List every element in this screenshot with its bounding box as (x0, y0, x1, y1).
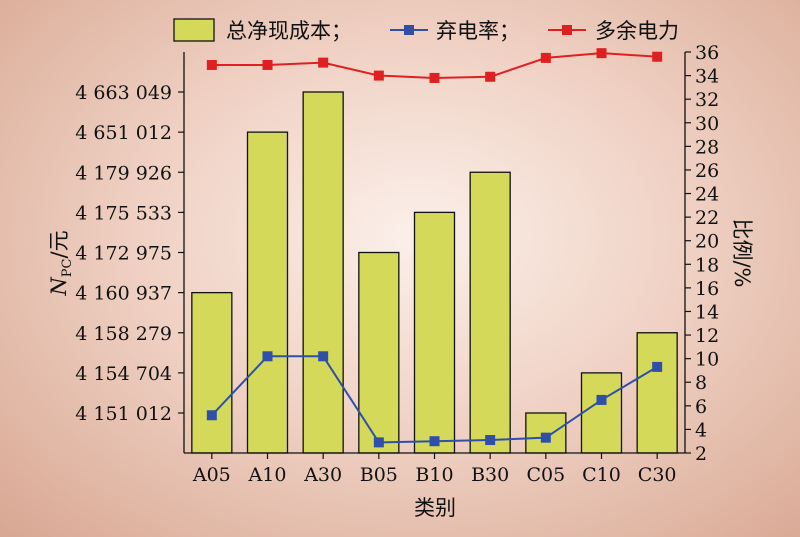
x-tick-label: B10 (415, 464, 453, 486)
plot-area: 4 151 012 4 154 704 4 158 279 4 160 937 4 17… (75, 42, 719, 486)
point-series-1-B05 (373, 437, 384, 448)
right-tick-label: 2 (695, 443, 707, 465)
x-tick-label: C10 (582, 464, 621, 486)
right-tick-label: 16 (695, 278, 719, 300)
point-series-2-C05 (540, 52, 551, 63)
legend-marker-surplus (562, 25, 572, 35)
legend-label-curtail: 弃电率； (436, 19, 520, 43)
left-tick-label: 4 151 012 (75, 403, 172, 425)
bar-C10 (580, 372, 623, 454)
legend: 总净现成本； 弃电率； 多余电力 (173, 18, 679, 43)
point-series-2-B30 (485, 71, 496, 82)
point-series-2-C30 (652, 51, 663, 62)
left-tick-label: 4 172 975 (75, 243, 172, 265)
left-tick-label: 4 663 049 (75, 82, 172, 104)
left-tick-label: 4 175 533 (75, 202, 172, 224)
right-tick-label: 22 (695, 207, 719, 229)
x-tick-label: C05 (526, 464, 565, 486)
legend-label-surplus: 多余电力 (595, 19, 679, 43)
point-series-1-A10 (262, 351, 273, 362)
bar-B05 (358, 251, 400, 454)
y2-axis-title: 比例/% (730, 218, 754, 287)
x-tick-label: A30 (303, 464, 342, 486)
right-tick-label: 10 (695, 349, 719, 371)
right-tick-label: 14 (695, 301, 719, 323)
point-series-2-C10 (596, 48, 607, 59)
right-tick-label: 8 (695, 372, 707, 394)
x-tick-label: A10 (248, 464, 287, 486)
y-axis-title-sub: PC (60, 258, 75, 277)
point-series-1-C10 (596, 394, 607, 405)
point-series-1-B10 (429, 436, 440, 447)
right-tick-label: 32 (695, 89, 719, 111)
right-tick-label: 24 (695, 184, 719, 206)
point-series-2-A10 (262, 59, 273, 70)
legend-label-cost: 总净现成本； (226, 19, 352, 43)
left-tick-label: 4 158 279 (75, 323, 172, 345)
point-series-2-A05 (206, 59, 217, 70)
right-tick-label: 34 (695, 66, 719, 88)
legend-marker-curtail (404, 25, 414, 35)
x-axis-title: 类别 (414, 496, 456, 520)
bar-A10 (246, 131, 289, 454)
right-tick-label: 12 (695, 325, 719, 347)
y-axis-title-var: N (47, 277, 71, 297)
x-tick-label: C30 (638, 464, 677, 486)
point-series-2-B10 (429, 72, 440, 83)
bar-B30 (469, 171, 511, 454)
left-tick-label: 4 179 926 (75, 162, 172, 184)
point-series-2-A30 (318, 57, 329, 68)
bar-A05 (191, 291, 233, 454)
point-series-1-A05 (206, 410, 217, 421)
point-series-1-C05 (540, 432, 551, 443)
point-series-1-C30 (652, 361, 663, 372)
right-tick-label: 4 (695, 419, 707, 441)
left-tick-label: 4 651 012 (75, 122, 172, 144)
bar-C30 (636, 332, 678, 454)
legend-swatch-cost (173, 18, 215, 42)
bar-B10 (413, 211, 456, 454)
right-tick-label: 18 (695, 254, 719, 276)
point-series-1-A30 (318, 351, 329, 362)
x-tick-label: B05 (360, 464, 398, 486)
right-tick-label: 20 (695, 231, 719, 253)
left-tick-label: 4 154 704 (75, 363, 172, 385)
right-tick-label: 28 (695, 136, 719, 158)
right-tick-label: 36 (695, 42, 719, 64)
right-tick-label: 26 (695, 160, 719, 182)
bar-A30 (302, 91, 344, 454)
x-tick-label: A05 (192, 464, 231, 486)
right-tick-label: 6 (695, 396, 707, 418)
point-series-1-B30 (485, 435, 496, 446)
y-axis-title-unit: /元 (47, 230, 71, 258)
x-tick-label: B30 (471, 464, 509, 486)
y-axis-title: NPC/元 (47, 230, 75, 296)
right-tick-label: 30 (695, 113, 719, 135)
point-series-2-B05 (373, 70, 384, 81)
left-tick-label: 4 160 937 (75, 283, 172, 305)
